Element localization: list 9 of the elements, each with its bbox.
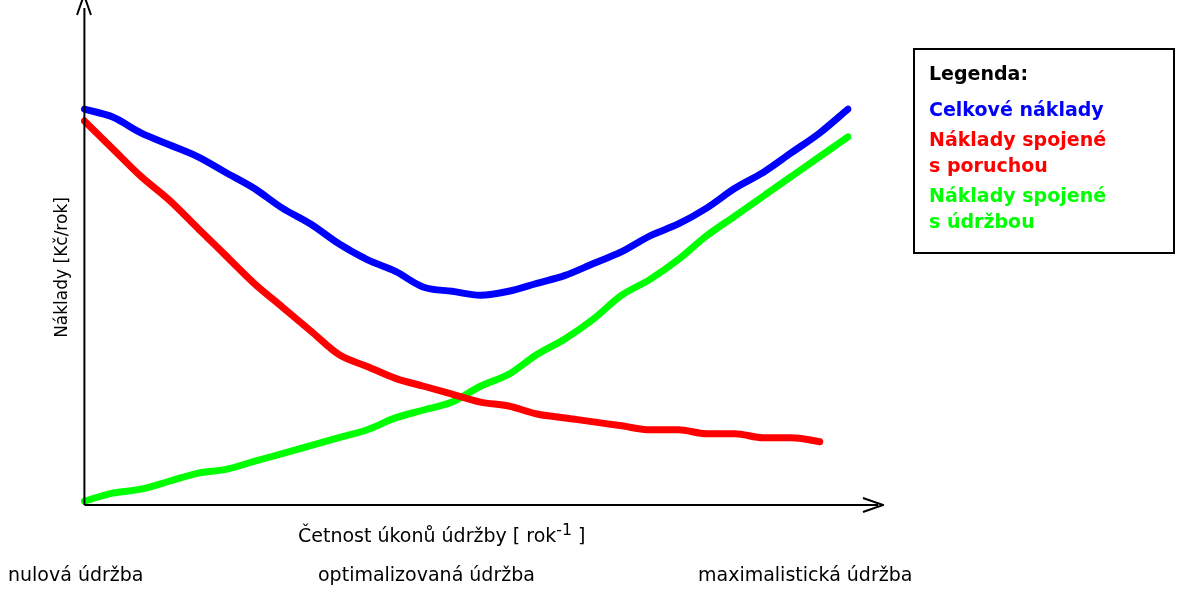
- x-axis-title: Četnost úkonů údržby [ rok$^{-1}$ ]: [298, 520, 586, 547]
- text: Náklady spojené s poruchou: [929, 127, 1108, 178]
- y-axis-title: Náklady [Kč/rok]: [50, 197, 71, 338]
- text: optimalizovaná údržba: [318, 563, 535, 585]
- text: Náklady spojené s údržbou: [929, 183, 1108, 234]
- legend-title: Legenda:: [929, 61, 1030, 86]
- text: nulová údržba: [8, 563, 144, 585]
- text: maximalistická údržba: [698, 563, 913, 585]
- text: Celkové náklady: [929, 97, 1105, 122]
